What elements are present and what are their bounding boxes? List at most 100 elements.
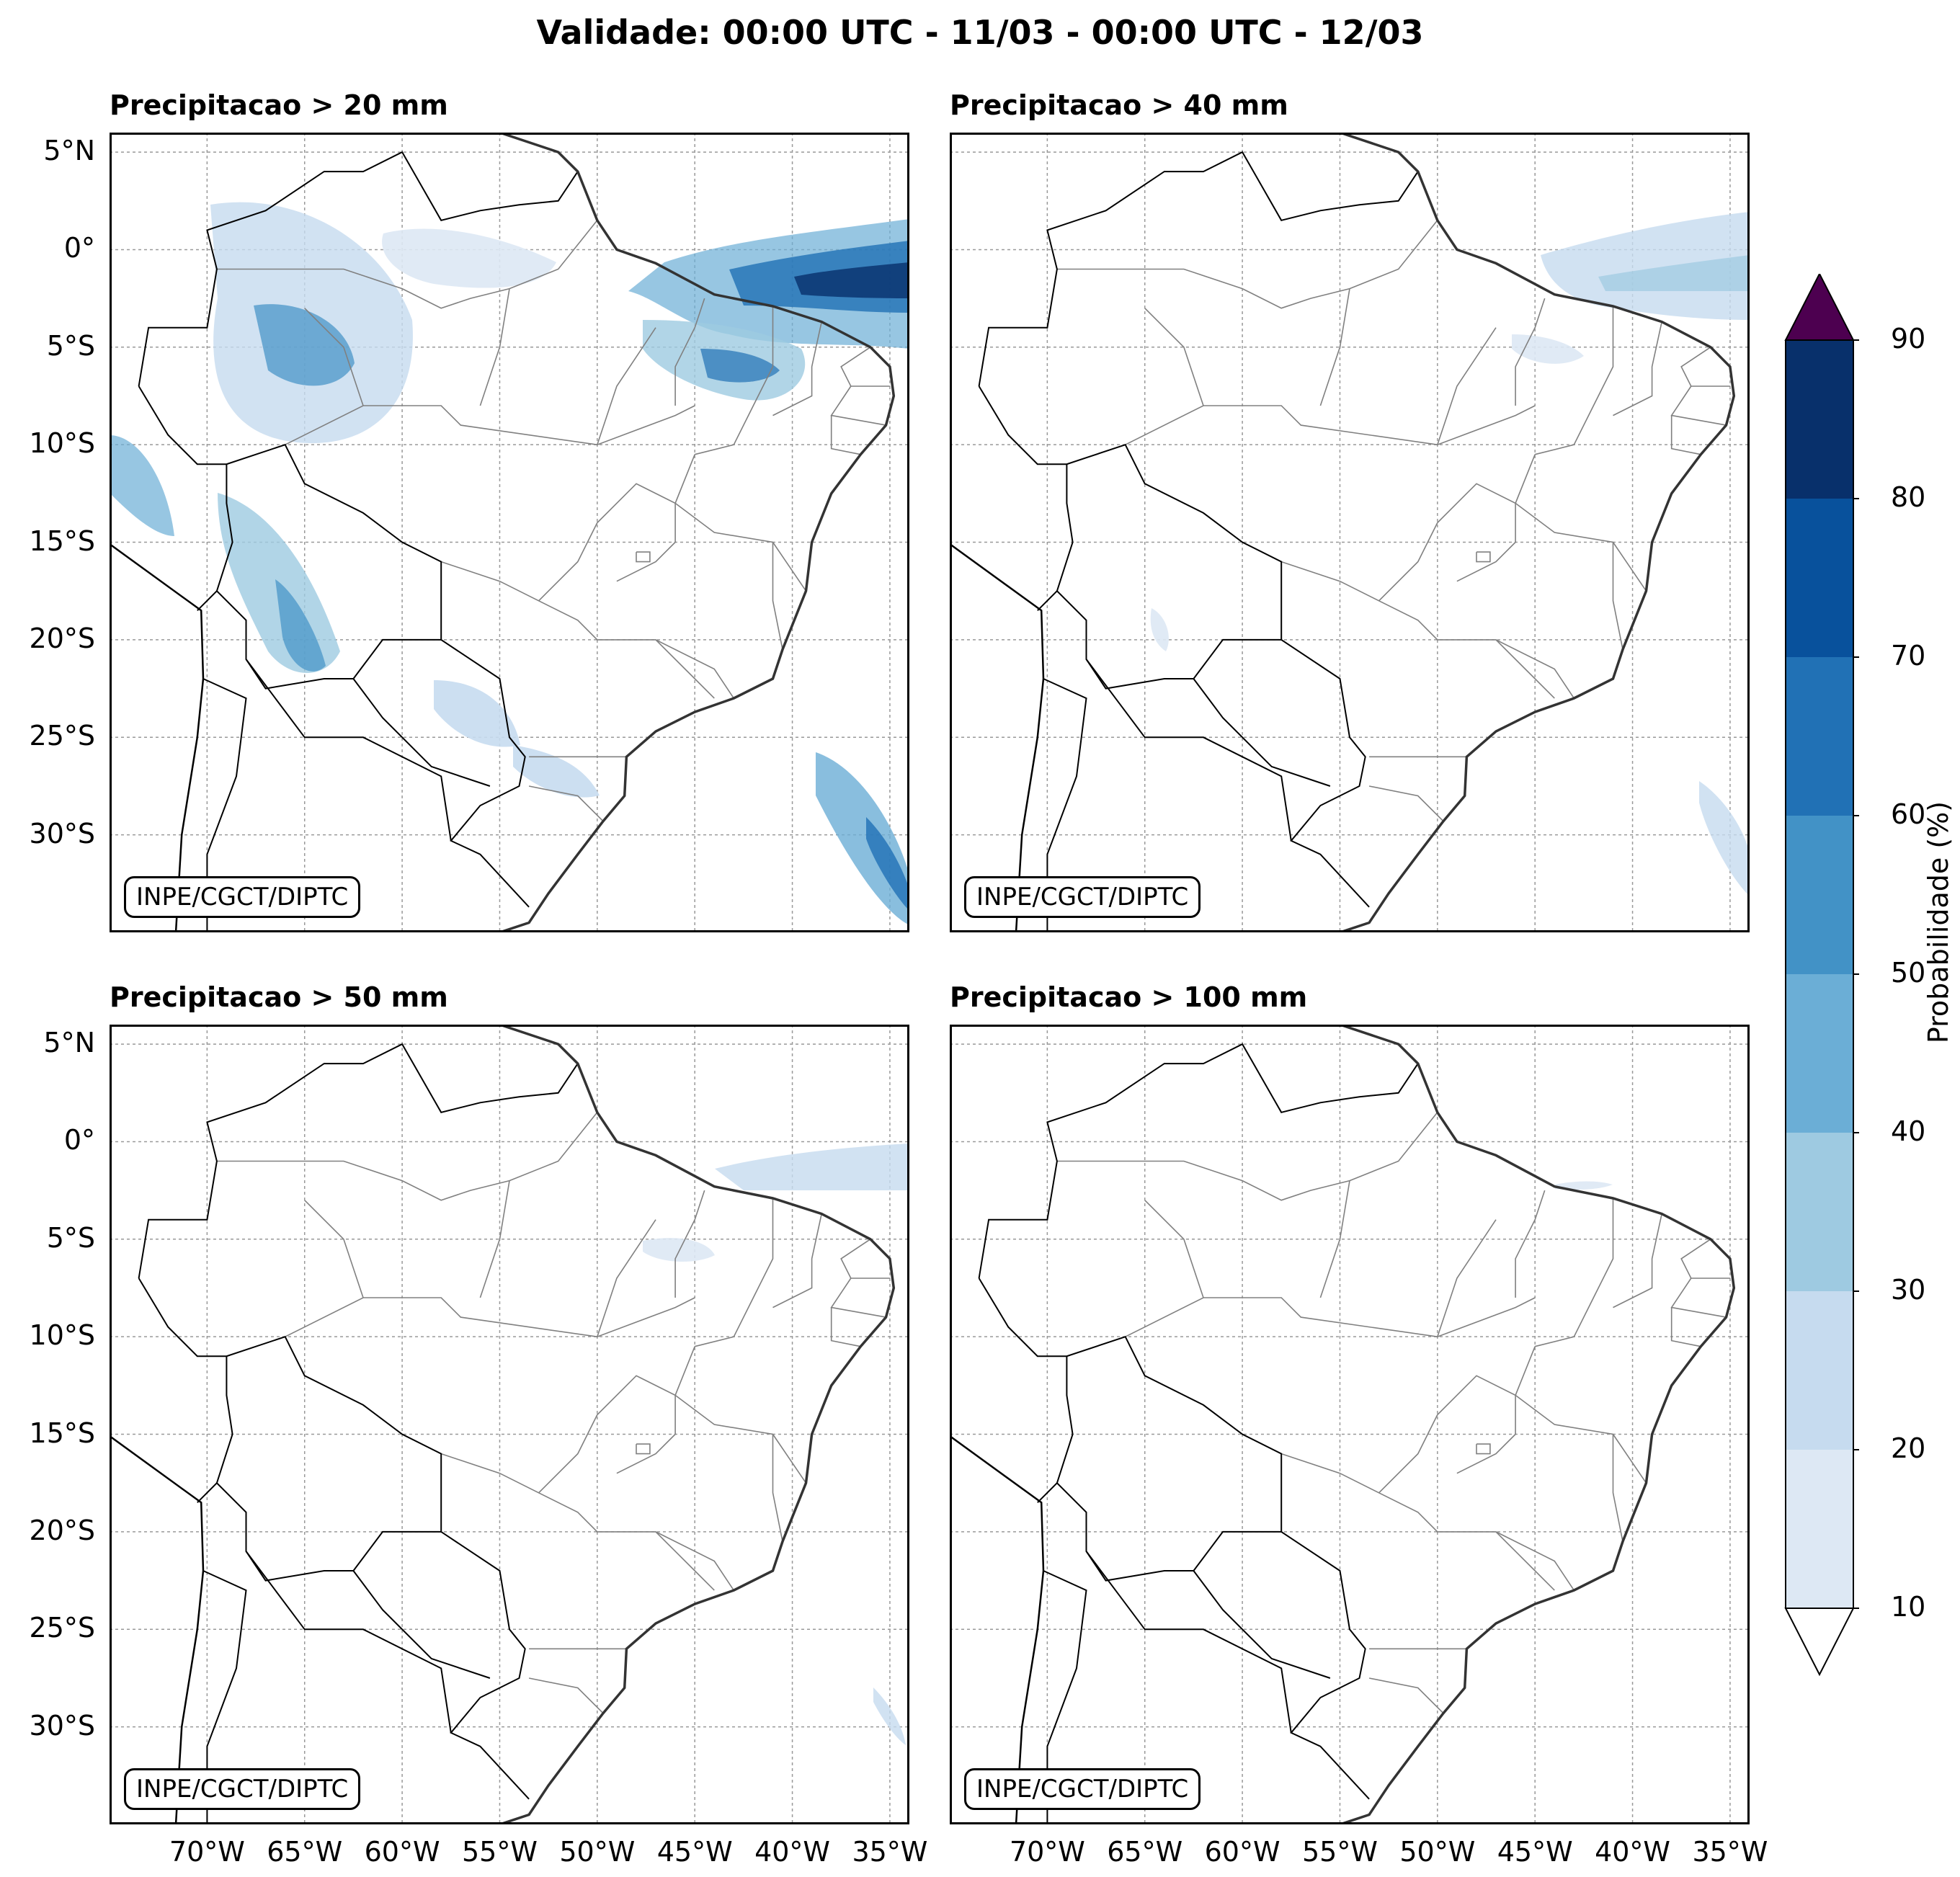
- precip-area-parana: [513, 745, 600, 798]
- coastline: [950, 133, 1736, 932]
- country-border: [197, 1482, 218, 1504]
- precip-area-amazon-central: [382, 228, 556, 288]
- state-border: [528, 1677, 604, 1714]
- state-border: [1476, 1443, 1491, 1455]
- state-border: [840, 347, 890, 387]
- state-border: [1495, 1531, 1574, 1591]
- state-border: [1437, 1219, 1497, 1337]
- state-border: [1125, 405, 1536, 446]
- bottom-row-lat-label: 30°S: [29, 1709, 95, 1742]
- credit-label-20mm: INPE/CGCT/DIPTC: [124, 876, 361, 918]
- colorbar-segment: [1786, 1291, 1853, 1450]
- precip-peak-equatorial: [794, 262, 909, 298]
- state-border: [1670, 1278, 1727, 1318]
- colorbar-segment: [1786, 974, 1853, 1133]
- colorbar: [1784, 274, 1859, 1677]
- state-border: [538, 483, 676, 602]
- colorbar-under-extension: [1784, 1608, 1855, 1677]
- country-border: [138, 1278, 530, 1800]
- precip-core-south-atlantic: [866, 817, 909, 911]
- country-border: [1037, 1482, 1058, 1504]
- right-col-lon-label: 60°W: [1204, 1836, 1280, 1868]
- state-border: [1476, 551, 1491, 563]
- state-border: [479, 1180, 510, 1298]
- panel-title-50mm: Precipitacao > 50 mm: [110, 981, 448, 1013]
- colorbar-tick-label: 70: [1891, 640, 1926, 672]
- country-border: [352, 1570, 491, 1679]
- precip-area-south-atlantic: [1699, 781, 1750, 896]
- colorbar-tick-label: 60: [1891, 798, 1926, 830]
- top-row-lat-label: 20°S: [29, 622, 95, 654]
- top-row-lat-label: 25°S: [29, 720, 95, 752]
- pacific-coastline: [950, 1376, 1045, 1824]
- state-border: [1378, 1375, 1516, 1494]
- precip-core-equatorial: [1598, 255, 1750, 291]
- colorbar-segment: [1786, 816, 1853, 974]
- precip-area-equatorial-coast: [1541, 212, 1750, 320]
- bottom-row-lat-label: 5°S: [46, 1221, 95, 1254]
- precip-area-south-atlantic: [873, 1687, 906, 1745]
- colorbar-tick-label: 80: [1891, 481, 1926, 513]
- coastline: [110, 1025, 896, 1824]
- left-col-lon-label: 60°W: [364, 1836, 440, 1868]
- state-border: [1280, 1453, 1555, 1591]
- state-border: [674, 1346, 807, 1484]
- state-border: [772, 542, 783, 650]
- state-border: [1670, 1307, 1701, 1347]
- right-col-lon-label: 50°W: [1399, 1836, 1476, 1868]
- state-border: [772, 1213, 822, 1308]
- map-panel-50mm: [110, 1025, 909, 1824]
- panel-title-100mm: Precipitacao > 100 mm: [950, 981, 1308, 1013]
- country-border: [138, 385, 530, 908]
- state-border: [674, 454, 807, 592]
- country-border: [215, 1356, 442, 1582]
- precip-area-equatorial-coast: [1555, 1181, 1613, 1190]
- state-border: [840, 1239, 890, 1279]
- state-border: [1612, 1434, 1623, 1542]
- left-col-lon-label: 50°W: [559, 1836, 636, 1868]
- precipitation-probability-layer: [1150, 212, 1750, 896]
- top-row-lat-label: 5°S: [46, 329, 95, 362]
- credit-label-40mm: INPE/CGCT/DIPTC: [964, 876, 1201, 918]
- country-border: [352, 678, 491, 787]
- precip-area-paraguay: [434, 680, 520, 747]
- state-border: [1515, 454, 1647, 592]
- pacific-coastline: [950, 483, 1045, 932]
- precip-area-south-atlantic: [816, 752, 909, 925]
- precip-area-bolivia: [1150, 608, 1169, 651]
- state-border: [674, 1190, 705, 1298]
- state-border: [1437, 327, 1497, 445]
- country-border: [978, 1278, 1370, 1800]
- state-border: [1535, 1198, 1614, 1347]
- state-border: [1515, 1346, 1647, 1484]
- precip-area-northeast: [1512, 334, 1584, 364]
- state-border: [830, 1278, 886, 1318]
- colorbar-tick-label: 10: [1891, 1591, 1926, 1623]
- precip-area-peru: [110, 435, 174, 536]
- country-border: [978, 151, 1419, 387]
- country-border: [1056, 1356, 1282, 1582]
- state-border: [1056, 1112, 1438, 1201]
- top-row-lat-label: 0°: [63, 232, 95, 264]
- panel-title-40mm: Precipitacao > 40 mm: [950, 89, 1288, 121]
- country-border: [138, 1043, 579, 1279]
- top-row-lat-label: 10°S: [29, 427, 95, 460]
- coastline: [110, 133, 896, 932]
- country-border: [1085, 1551, 1292, 1733]
- state-border: [1670, 415, 1701, 455]
- pacific-coastline: [110, 483, 205, 932]
- colorbar-tick-label: 30: [1891, 1274, 1926, 1306]
- map-panel-40mm: [950, 133, 1750, 932]
- colorbar-segment: [1786, 499, 1853, 657]
- country-border: [1193, 678, 1331, 787]
- bottom-row-lat-label: 0°: [63, 1124, 95, 1156]
- colorbar-tick-label: 50: [1891, 957, 1926, 989]
- colorbar-tick-label: 20: [1891, 1432, 1926, 1464]
- right-col-lon-label: 55°W: [1301, 1836, 1378, 1868]
- top-row-lat-label: 5°N: [43, 135, 95, 167]
- right-col-lon-label: 70°W: [1009, 1836, 1085, 1868]
- precipitation-probability-layer: [110, 202, 909, 925]
- country-border: [978, 1043, 1419, 1279]
- state-border: [304, 1200, 364, 1298]
- state-border: [285, 1297, 695, 1338]
